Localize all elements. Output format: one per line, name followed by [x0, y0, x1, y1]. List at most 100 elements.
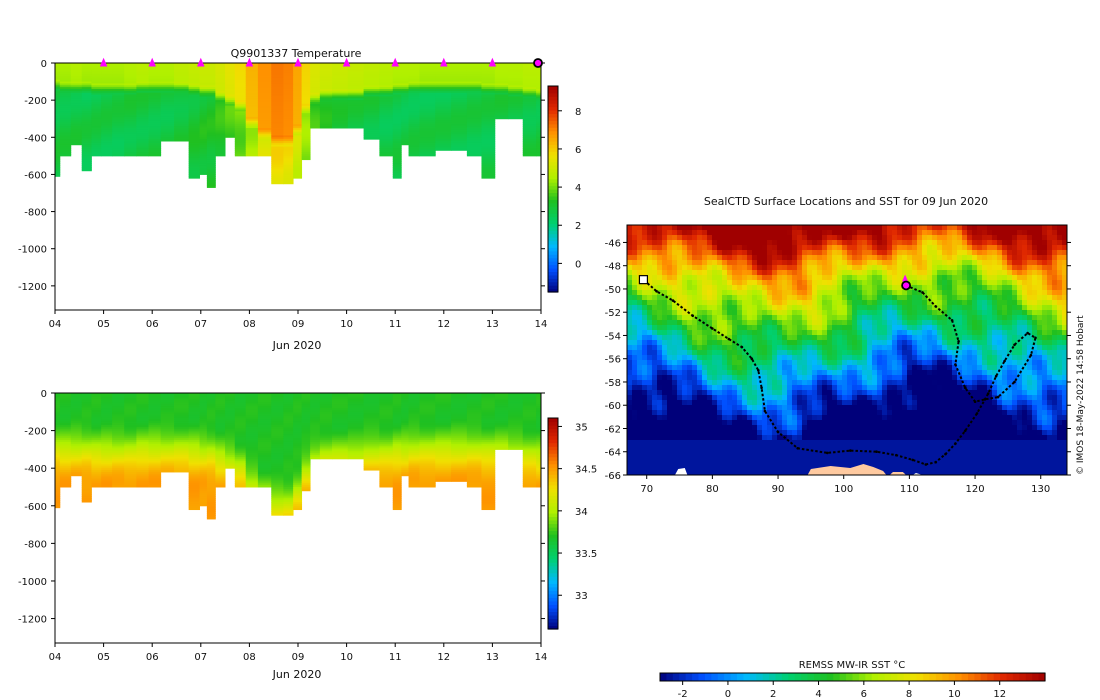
sst-cell: [712, 230, 718, 236]
profile-cell: [283, 120, 294, 123]
profile-cell: [392, 76, 402, 79]
profile-cell: [435, 411, 452, 415]
profile-cell: [494, 98, 509, 101]
profile-cell: [392, 154, 402, 157]
profile-cell: [188, 464, 200, 467]
sst-cell: [857, 235, 863, 241]
profile-cell: [408, 152, 420, 155]
profile-cell: [112, 122, 125, 125]
profile-cell: [112, 68, 125, 71]
sst-cell: [702, 240, 708, 246]
profile-cell: [55, 133, 61, 136]
profile-cell: [347, 122, 365, 125]
profile-cell: [188, 415, 200, 418]
profile-cell: [408, 394, 420, 398]
profile-cell: [70, 122, 83, 125]
profile-cell: [245, 96, 259, 99]
profile-cell: [392, 66, 402, 70]
profile-cell: [70, 87, 83, 90]
profile-cell: [225, 443, 236, 447]
profile-cell: [234, 415, 247, 418]
profile-cell: [81, 76, 92, 79]
profile-cell: [392, 409, 402, 413]
profile-cell: [234, 76, 247, 79]
profile-cell: [301, 466, 311, 469]
sst-cell: [952, 225, 958, 231]
profile-cell: [435, 417, 452, 420]
profile-cell: [136, 111, 149, 114]
profile-cell: [522, 144, 537, 148]
profile-cell: [435, 113, 452, 116]
profile-cell: [392, 462, 402, 465]
sst-cell: [732, 235, 738, 241]
profile-cell: [419, 436, 436, 439]
profile-cell: [136, 77, 149, 81]
profile-cell: [188, 113, 200, 116]
profile-cell: [206, 98, 216, 101]
profile-cell: [55, 109, 61, 112]
profile-cell: [293, 109, 303, 112]
profile-cell: [59, 404, 72, 407]
profile-cell: [148, 76, 162, 79]
profile-cell: [379, 63, 394, 66]
profile-cell: [257, 116, 272, 120]
profile-cell: [70, 83, 83, 86]
profile-cell: [245, 449, 259, 452]
profile-cell: [81, 419, 92, 422]
profile-cell: [419, 423, 436, 426]
profile-cell: [271, 488, 284, 492]
profile-cell: [234, 142, 247, 146]
profile-cell: [481, 498, 496, 501]
profile-cell: [70, 447, 83, 450]
profile-cell: [112, 141, 125, 144]
sst-cell: [1027, 230, 1033, 236]
profile-cell: [522, 107, 537, 110]
sst-cell: [627, 230, 633, 236]
profile-cell: [293, 92, 303, 96]
profile-cell: [271, 98, 284, 101]
profile-cell: [215, 146, 226, 149]
salinity-colorbar-swatch: [548, 512, 558, 518]
profile-cell: [81, 456, 92, 460]
profile-cell: [91, 436, 102, 439]
x-tick-label: 12: [437, 652, 450, 663]
profile-cell: [70, 126, 83, 129]
profile-cell: [245, 398, 259, 402]
profile-cell: [332, 417, 349, 420]
profile-cell: [70, 462, 83, 465]
profile-cell: [419, 402, 436, 405]
profile-cell: [301, 443, 311, 447]
profile-cell: [293, 176, 303, 179]
profile-cell: [245, 142, 259, 146]
profile-cell: [59, 400, 72, 403]
profile-cell: [215, 479, 226, 482]
sst-cell: [1012, 235, 1018, 241]
sst-cell: [892, 250, 898, 256]
profile-cell: [508, 396, 524, 400]
profile-cell: [466, 396, 482, 400]
profile-cell: [466, 447, 482, 450]
profile-cell: [481, 109, 496, 112]
profile-cell: [451, 430, 468, 433]
profile-cell: [59, 109, 72, 112]
profile-cell: [124, 63, 137, 66]
profile-cell: [225, 408, 236, 411]
profile-cell: [160, 458, 175, 462]
profile-cell: [283, 409, 294, 413]
profile-cell: [234, 144, 247, 148]
profile-cell: [494, 92, 509, 96]
profile-cell: [234, 434, 247, 437]
profile-cell: [81, 468, 92, 471]
profile-cell: [59, 154, 72, 157]
profile-cell: [435, 89, 452, 92]
profile-cell: [293, 468, 303, 471]
profile-cell: [508, 81, 524, 84]
profile-cell: [379, 413, 394, 417]
profile-cell: [310, 115, 321, 118]
profile-cell: [536, 409, 542, 413]
sst-cell: [1062, 250, 1068, 256]
profile-cell: [293, 400, 303, 403]
profile-cell: [206, 165, 216, 168]
profile-cell: [101, 464, 113, 467]
profile-cell: [206, 428, 216, 432]
